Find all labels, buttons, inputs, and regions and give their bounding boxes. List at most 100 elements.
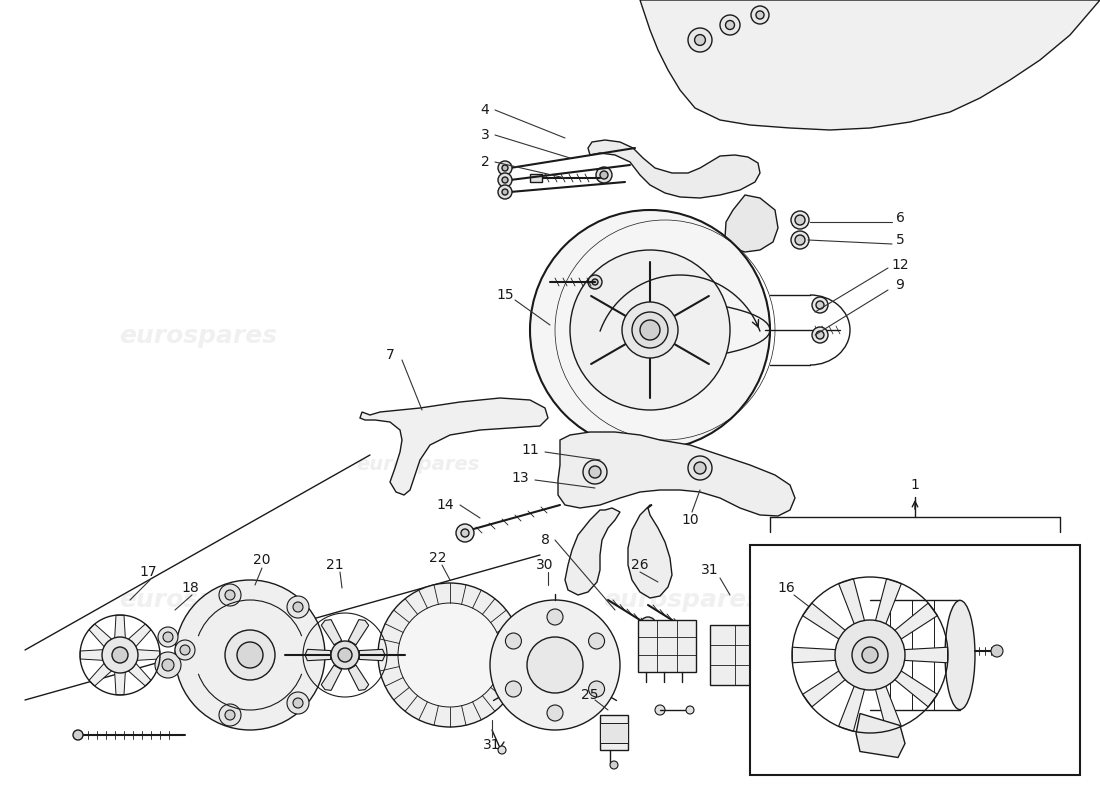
Circle shape xyxy=(219,584,241,606)
Polygon shape xyxy=(803,603,858,648)
Polygon shape xyxy=(725,195,778,252)
Polygon shape xyxy=(305,650,331,661)
Bar xyxy=(750,545,1080,775)
Polygon shape xyxy=(838,578,869,640)
Bar xyxy=(710,625,760,685)
Polygon shape xyxy=(881,662,937,707)
Polygon shape xyxy=(838,670,869,731)
Polygon shape xyxy=(114,672,125,695)
Bar xyxy=(600,723,628,743)
Circle shape xyxy=(835,620,905,690)
Circle shape xyxy=(505,633,521,649)
Circle shape xyxy=(219,704,241,726)
Circle shape xyxy=(180,645,190,655)
Circle shape xyxy=(688,456,712,480)
Circle shape xyxy=(527,637,583,693)
Polygon shape xyxy=(360,650,385,661)
Circle shape xyxy=(502,177,508,183)
Circle shape xyxy=(163,632,173,642)
Text: eurospares: eurospares xyxy=(603,324,761,348)
Text: 12: 12 xyxy=(891,258,909,272)
Polygon shape xyxy=(129,663,151,686)
Text: 5: 5 xyxy=(895,233,904,247)
Circle shape xyxy=(686,706,694,714)
Text: eurospares: eurospares xyxy=(119,588,277,612)
Circle shape xyxy=(795,235,805,245)
Circle shape xyxy=(751,6,769,24)
Circle shape xyxy=(756,11,764,19)
Circle shape xyxy=(588,466,601,478)
Circle shape xyxy=(547,705,563,721)
Circle shape xyxy=(684,626,692,634)
Circle shape xyxy=(816,331,824,339)
Circle shape xyxy=(490,600,620,730)
Polygon shape xyxy=(871,578,901,640)
Text: 6: 6 xyxy=(895,211,904,225)
Polygon shape xyxy=(792,647,852,662)
Circle shape xyxy=(226,590,235,600)
Text: 3: 3 xyxy=(481,128,490,142)
Circle shape xyxy=(680,622,696,638)
Circle shape xyxy=(293,698,303,708)
Polygon shape xyxy=(89,624,111,646)
Circle shape xyxy=(688,28,712,52)
Text: 25: 25 xyxy=(581,688,598,702)
Circle shape xyxy=(694,462,706,474)
Text: 18: 18 xyxy=(182,581,199,595)
Circle shape xyxy=(596,167,612,183)
Circle shape xyxy=(588,681,605,697)
Text: 20: 20 xyxy=(253,553,271,567)
Circle shape xyxy=(155,652,182,678)
Circle shape xyxy=(547,609,563,625)
Polygon shape xyxy=(881,603,937,648)
Text: 16: 16 xyxy=(777,581,795,595)
Polygon shape xyxy=(129,624,151,646)
Text: 1: 1 xyxy=(911,478,920,492)
Circle shape xyxy=(338,648,352,662)
Circle shape xyxy=(621,302,678,358)
Circle shape xyxy=(456,524,474,542)
Circle shape xyxy=(852,637,888,673)
Polygon shape xyxy=(349,665,368,690)
Polygon shape xyxy=(321,620,342,645)
Bar xyxy=(638,620,696,672)
Circle shape xyxy=(502,189,508,195)
Text: 11: 11 xyxy=(521,443,539,457)
Circle shape xyxy=(378,583,522,727)
Text: 8: 8 xyxy=(540,533,549,547)
Circle shape xyxy=(175,580,324,730)
Circle shape xyxy=(640,617,656,633)
Polygon shape xyxy=(871,670,901,731)
Circle shape xyxy=(862,647,878,663)
Circle shape xyxy=(588,275,602,289)
Text: 31: 31 xyxy=(483,738,500,752)
Text: 2: 2 xyxy=(481,155,490,169)
Text: 17: 17 xyxy=(140,565,157,579)
Polygon shape xyxy=(803,662,858,707)
Circle shape xyxy=(502,165,508,171)
Polygon shape xyxy=(558,432,795,516)
Circle shape xyxy=(226,710,235,720)
Circle shape xyxy=(694,34,705,46)
Circle shape xyxy=(498,746,506,754)
Polygon shape xyxy=(114,615,125,638)
Circle shape xyxy=(505,681,521,697)
Polygon shape xyxy=(321,665,342,690)
Circle shape xyxy=(588,633,605,649)
Text: eurospares: eurospares xyxy=(603,588,761,612)
Circle shape xyxy=(236,642,263,668)
Polygon shape xyxy=(856,714,905,758)
Bar xyxy=(530,174,542,182)
Polygon shape xyxy=(89,663,111,686)
Circle shape xyxy=(287,596,309,618)
Circle shape xyxy=(583,460,607,484)
Polygon shape xyxy=(640,0,1100,130)
Circle shape xyxy=(791,231,808,249)
Circle shape xyxy=(498,173,512,187)
Circle shape xyxy=(644,621,652,629)
Text: 15: 15 xyxy=(496,288,514,302)
Circle shape xyxy=(398,603,502,707)
Circle shape xyxy=(812,327,828,343)
Ellipse shape xyxy=(945,600,975,710)
Circle shape xyxy=(112,647,128,663)
